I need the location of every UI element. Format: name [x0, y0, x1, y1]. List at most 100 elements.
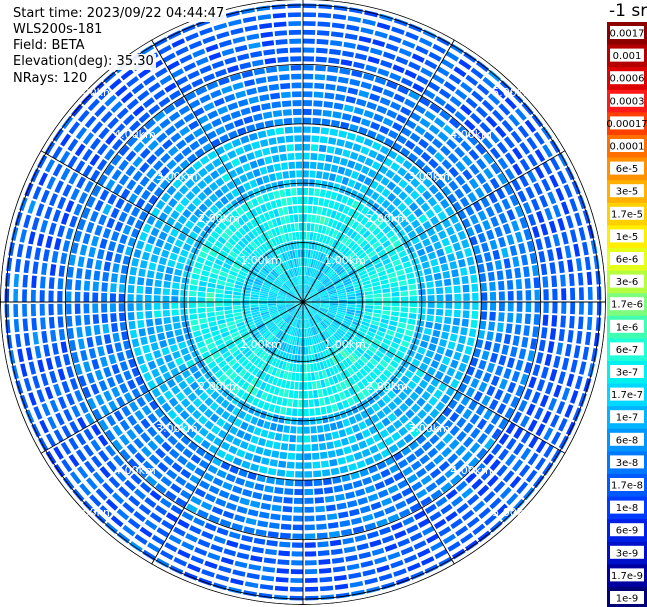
- range-gate: [440, 263, 449, 272]
- range-gate: [203, 73, 216, 83]
- range-gate: [306, 231, 310, 240]
- range-gate: [371, 472, 382, 482]
- range-gate: [300, 302, 303, 311]
- range-gate: [179, 184, 189, 195]
- range-gate: [193, 355, 203, 364]
- range-gate: [291, 551, 303, 557]
- range-gate: [315, 261, 321, 270]
- range-gate: [130, 473, 142, 485]
- range-gate: [404, 98, 416, 109]
- range-gate: [329, 306, 338, 310]
- range-gate: [290, 289, 297, 296]
- range-gate: [419, 340, 429, 349]
- range-gate: [360, 340, 370, 348]
- range-gate: [248, 42, 261, 50]
- range-gate: [289, 307, 297, 314]
- range-gate: [303, 214, 307, 222]
- range-gate: [337, 307, 347, 311]
- range-gate: [363, 352, 372, 361]
- range-gate: [217, 279, 226, 286]
- range-gate: [447, 453, 459, 464]
- range-gate: [494, 388, 504, 401]
- range-gate: [310, 259, 315, 268]
- range-gate: [363, 176, 373, 186]
- range-gate: [110, 283, 117, 293]
- range-gate: [279, 309, 288, 314]
- range-gate: [104, 164, 115, 176]
- range-gate: [160, 415, 171, 426]
- range-gate: [284, 126, 293, 134]
- range-gate: [371, 281, 381, 287]
- range-gate: [278, 550, 290, 557]
- range-gate: [93, 270, 101, 281]
- range-gate: [290, 577, 303, 583]
- range-gate: [370, 191, 380, 201]
- range-gate: [220, 556, 234, 565]
- range-gate: [353, 361, 362, 370]
- range-gate: [246, 87, 257, 96]
- range-gate: [382, 258, 391, 266]
- range-gate: [13, 319, 20, 333]
- range-gate: [312, 390, 319, 398]
- range-gate: [232, 220, 241, 230]
- range-gate: [426, 145, 437, 156]
- range-gate: [250, 294, 259, 298]
- range-gate: [322, 244, 328, 253]
- range-gate: [472, 201, 483, 212]
- range-gate: [320, 127, 330, 135]
- range-gate: [236, 399, 246, 409]
- range-gate: [150, 207, 161, 218]
- range-gate: [251, 198, 259, 207]
- range-gate: [326, 513, 338, 521]
- range-gate: [313, 100, 323, 107]
- range-gate: [569, 229, 578, 243]
- range-gate: [400, 296, 409, 302]
- range-gate: [377, 68, 390, 77]
- range-gate: [440, 145, 451, 157]
- range-gate: [314, 335, 319, 344]
- range-gate: [76, 267, 83, 279]
- range-gate: [409, 290, 417, 296]
- range-gate: [290, 179, 297, 187]
- range-gate: [68, 454, 80, 468]
- range-gate: [119, 234, 128, 245]
- range-gate: [392, 419, 403, 430]
- range-gate: [306, 285, 311, 294]
- range-gate: [251, 344, 259, 352]
- range-gate: [308, 276, 313, 286]
- range-gate: [413, 331, 422, 340]
- range-gate: [98, 419, 109, 432]
- range-gate: [511, 370, 521, 383]
- range-gate: [92, 314, 100, 325]
- range-gate: [169, 252, 178, 261]
- range-gate: [340, 258, 349, 266]
- range-gate: [296, 435, 303, 443]
- range-gate: [319, 136, 328, 144]
- range-gate: [250, 329, 259, 336]
- range-gate: [526, 403, 536, 416]
- range-gate: [348, 354, 356, 364]
- range-gate: [447, 399, 458, 410]
- range-gate: [402, 516, 415, 526]
- range-gate: [321, 341, 327, 350]
- range-gate: [310, 277, 315, 287]
- range-gate: [209, 347, 219, 355]
- range-gate: [376, 564, 390, 573]
- range-gate: [287, 335, 292, 344]
- range-gate: [132, 105, 145, 117]
- range-gate: [349, 151, 359, 161]
- range-gate: [365, 349, 375, 357]
- range-gate: [335, 493, 345, 502]
- range-gate: [498, 312, 505, 322]
- range-gate: [288, 307, 297, 314]
- range-gate: [41, 262, 48, 275]
- range-gate: [297, 285, 301, 294]
- range-gate: [310, 223, 315, 232]
- range-gate: [370, 213, 379, 222]
- range-gate: [492, 109, 504, 122]
- range-gate: [399, 402, 409, 413]
- range-gate: [488, 131, 500, 144]
- range-gate: [303, 295, 310, 302]
- range-gate: [413, 540, 427, 550]
- range-gate: [175, 357, 184, 366]
